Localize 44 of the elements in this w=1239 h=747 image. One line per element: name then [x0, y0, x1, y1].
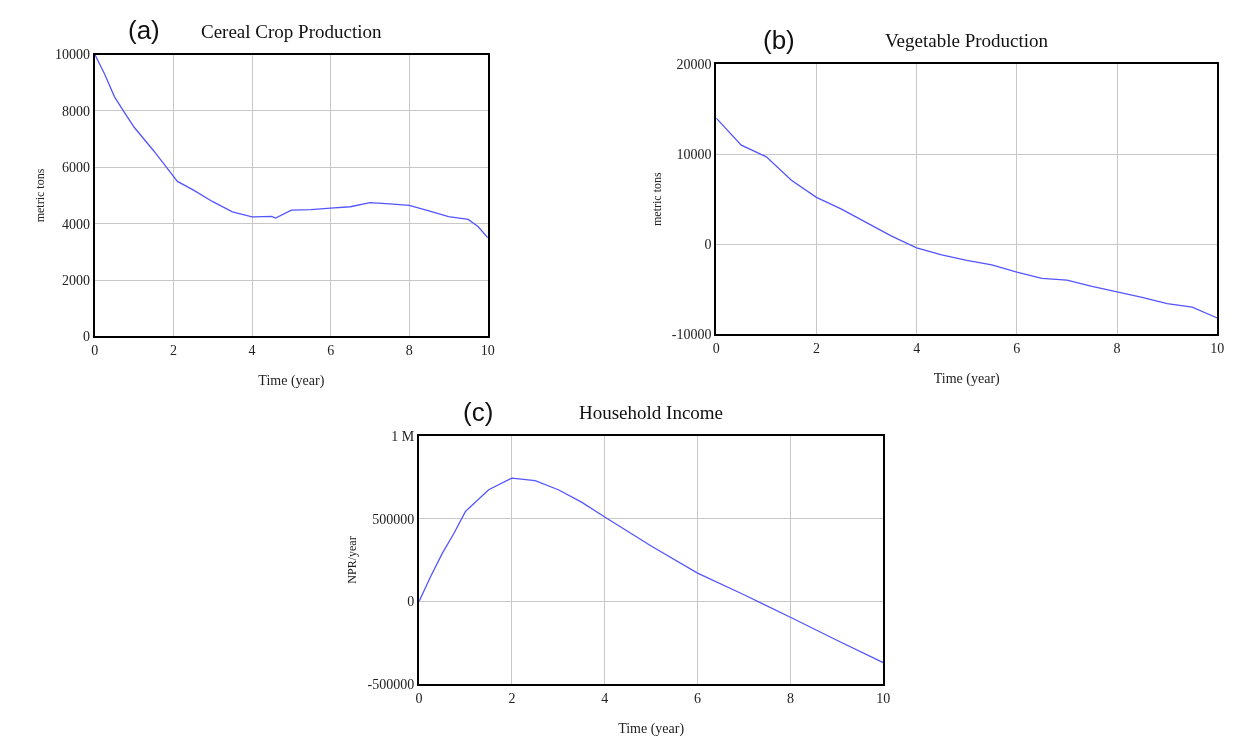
x-tick-label: 8 [405, 343, 413, 359]
x-tick-label: 8 [1113, 341, 1121, 356]
y-tick-label: 10000 [676, 147, 712, 163]
y-tick-label: 10000 [55, 47, 91, 63]
x-tick-label: 6 [694, 690, 702, 706]
x-axis-title: Time (year) [933, 370, 1001, 387]
x-tick-label: 2 [169, 343, 177, 359]
text: (a) [128, 15, 160, 45]
y-axis-title: NPR/year [345, 536, 360, 584]
line-series [419, 477, 884, 664]
x-axis-title: Time (year) [258, 373, 325, 389]
y-tick-label: 0 [407, 594, 415, 610]
x-tick-label: 4 [248, 343, 256, 359]
y-tick-label: 0 [83, 329, 91, 345]
text: (b) [763, 25, 795, 55]
y-tick-label: 500000 [372, 511, 415, 527]
y-tick-label: 0 [704, 237, 712, 253]
y-axis-title: metric tons [649, 171, 664, 226]
y-tick-label: 4000 [62, 216, 91, 232]
x-tick-label: 4 [913, 341, 921, 356]
x-tick-label: 2 [508, 690, 516, 706]
chart-title: Cereal Crop Production [201, 21, 382, 42]
x-axis-title: Time (year) [618, 720, 685, 737]
x-tick-label: 10 [876, 690, 891, 706]
x-tick-label: 6 [1013, 341, 1021, 356]
x-tick-label: 4 [601, 690, 609, 706]
y-tick-label: -500000 [367, 677, 415, 692]
y-tick-label: 2000 [62, 272, 91, 288]
x-tick-label: 8 [786, 690, 794, 706]
x-tick-label: 10 [1210, 341, 1225, 356]
chart-title: Household Income [579, 402, 724, 423]
y-tick-label: 8000 [62, 103, 91, 119]
chart-title: Vegetable Production [885, 30, 1049, 51]
y-tick-label: 1 M [391, 428, 415, 444]
line-series [94, 54, 488, 239]
y-tick-label: -10000 [671, 327, 712, 343]
line-series [716, 117, 1218, 319]
y-axis-title: metric tons [32, 168, 47, 223]
text: (c) [463, 397, 494, 427]
x-tick-label: 10 [480, 343, 495, 359]
x-tick-label: 6 [327, 343, 335, 359]
x-tick-label: 2 [812, 341, 820, 356]
y-tick-label: 6000 [62, 160, 91, 176]
y-tick-label: 20000 [676, 57, 712, 72]
